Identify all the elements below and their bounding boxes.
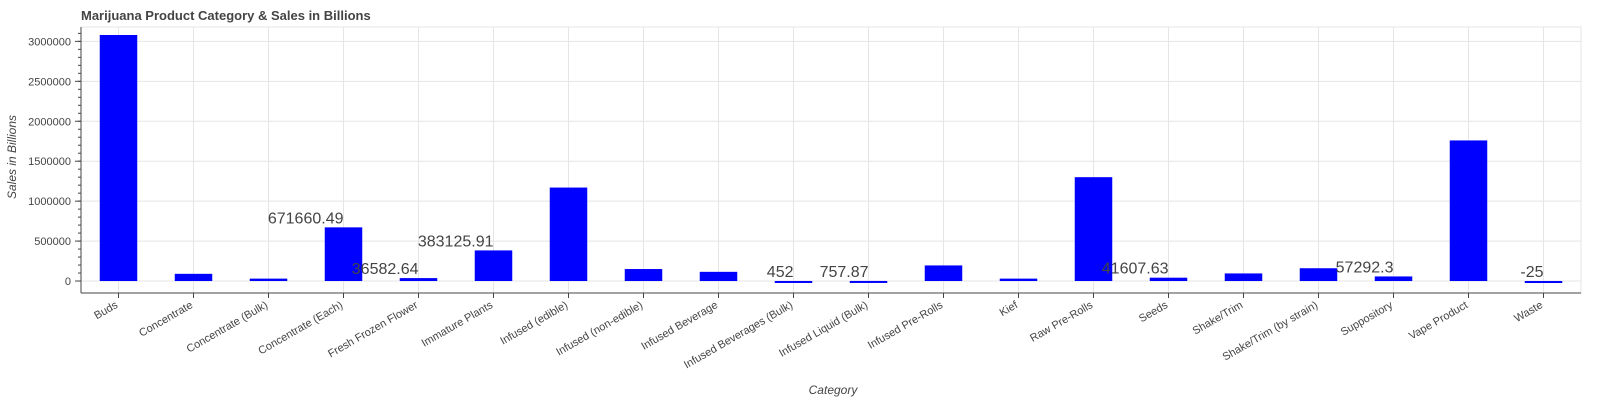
bar <box>999 278 1038 282</box>
x-tick-label: Concentrate <box>137 299 195 339</box>
x-tick-label: Vape Product <box>1407 299 1470 342</box>
bar <box>1224 273 1263 282</box>
x-tick-label: Infused (edible) <box>498 299 570 347</box>
x-tick-label: Kief <box>998 299 1021 319</box>
y-axis-ticks: 0 500000 1000000 1500000 2000000 2500000 30000… <box>28 36 71 288</box>
y-tick-label: 2000000 <box>28 116 71 128</box>
x-tick-label: Infused Pre-Rolls <box>866 299 945 352</box>
x-tick-label: Raw Pre-Rolls <box>1028 299 1095 345</box>
data-label: -25 <box>1520 264 1543 281</box>
y-axis-label: Sales in Billions <box>5 115 19 199</box>
y-tick-label: 3000000 <box>28 36 71 48</box>
grid <box>80 26 1582 294</box>
bar <box>624 269 663 282</box>
y-tick-label: 1500000 <box>28 156 71 168</box>
data-label: 383125.91 <box>418 233 494 250</box>
y-tick-label: 1000000 <box>28 196 71 208</box>
bar <box>1074 177 1113 282</box>
bars <box>99 34 1563 284</box>
bar <box>549 187 588 282</box>
plot-frame <box>80 26 1582 294</box>
axes <box>75 27 1581 298</box>
x-tick-label: Seeds <box>1137 299 1170 325</box>
data-label: 452 <box>767 264 794 281</box>
y-tick-label: 0 <box>65 276 71 288</box>
x-tick-label: Suppository <box>1339 299 1396 339</box>
x-tick-label: Infused Beverage <box>639 299 720 353</box>
data-labels: 671660.49 36582.64 383125.91 452 757.87 41607… <box>268 210 1544 281</box>
data-label: 41607.63 <box>1102 261 1169 278</box>
bar <box>174 273 213 282</box>
bar <box>1449 140 1488 282</box>
bar <box>699 271 738 282</box>
data-label: 57292.3 <box>1336 259 1394 276</box>
data-label: 671660.49 <box>268 210 344 227</box>
x-tick-label: Buds <box>92 299 120 322</box>
bar <box>324 227 363 282</box>
bar <box>399 278 438 282</box>
bar <box>1374 276 1413 282</box>
bar <box>249 278 288 282</box>
bar <box>1299 268 1338 282</box>
bar <box>99 34 138 282</box>
bar <box>1524 281 1563 284</box>
bar <box>924 265 963 282</box>
x-tick-label: Shake/Trim <box>1191 299 1245 337</box>
bar <box>474 250 513 282</box>
data-label: 36582.64 <box>352 261 419 278</box>
x-tick-label: Waste <box>1512 299 1545 325</box>
bar <box>1149 277 1188 282</box>
bar <box>849 280 888 283</box>
y-tick-label: 500000 <box>34 236 71 248</box>
data-label: 757.87 <box>820 264 869 281</box>
x-axis-label: Category <box>809 383 859 397</box>
bar <box>774 280 813 283</box>
y-tick-label: 2500000 <box>28 76 71 88</box>
x-tick-label: Immature Plants <box>420 299 496 350</box>
chart-title: Marijuana Product Category & Sales in Bi… <box>81 8 371 23</box>
